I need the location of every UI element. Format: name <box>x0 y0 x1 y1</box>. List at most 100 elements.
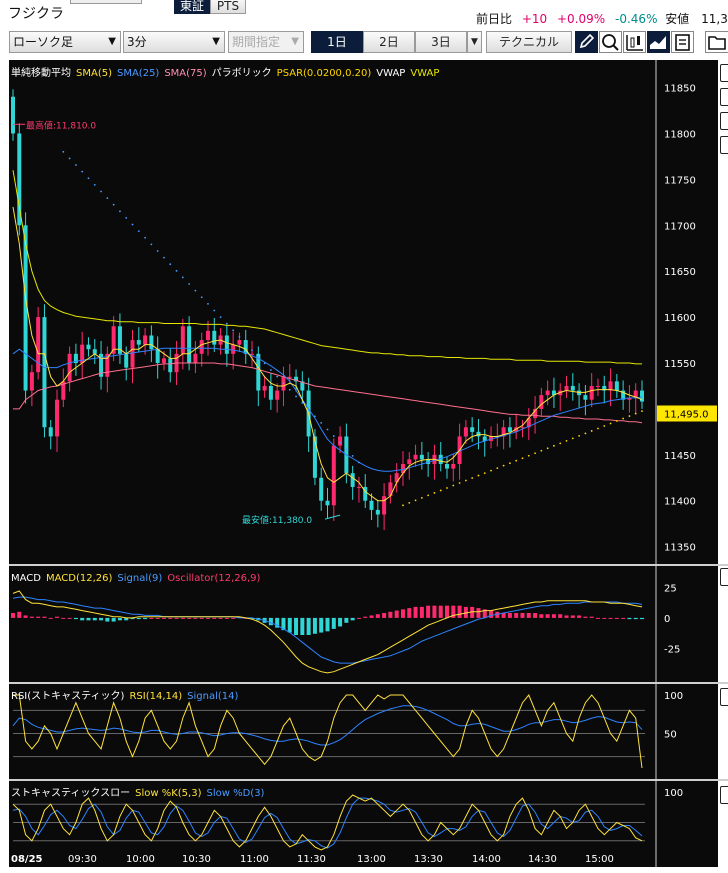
side-settings-button[interactable] <box>720 136 728 154</box>
y-tick-label: 25 <box>664 583 677 594</box>
legend-item: Signal(9) <box>117 573 162 584</box>
psar-dot <box>509 462 511 465</box>
macd-oscillator-bar <box>375 614 380 618</box>
macd-oscillator-bar <box>124 617 129 621</box>
technical-button[interactable]: テクニカル <box>486 31 572 53</box>
y-tick-label: 11700 <box>664 221 696 232</box>
x-tick-label: 14:30 <box>528 854 557 865</box>
macd-oscillator-bar <box>520 613 525 618</box>
folder-button[interactable] <box>705 31 728 53</box>
candle-body <box>29 372 34 391</box>
period-select[interactable]: 期間指定 ▼ <box>228 31 304 53</box>
candle-body <box>614 381 619 391</box>
psar-dot <box>565 439 568 442</box>
y-tick-label: -25 <box>664 644 680 655</box>
candlestick-button[interactable] <box>623 31 646 53</box>
rsi-close-button[interactable] <box>720 688 728 706</box>
stoch-close-button[interactable] <box>720 786 728 804</box>
x-tick-label: 15:00 <box>585 854 614 865</box>
range-more-button[interactable]: ▼ <box>467 31 482 53</box>
candle-body <box>595 385 600 387</box>
y-tick-label: 11650 <box>664 267 696 278</box>
macd-oscillator-bar <box>432 605 437 618</box>
legend-item: MACD <box>11 573 41 584</box>
tab-strip-stub <box>70 0 142 4</box>
interval-select[interactable]: 3分 ▼ <box>123 31 225 53</box>
legend-item: パラボリック <box>212 67 272 79</box>
macd-oscillator-bar <box>558 614 563 618</box>
side-back-button[interactable] <box>720 112 728 130</box>
psar-dot <box>408 501 411 504</box>
candle-body <box>250 353 255 355</box>
macd-oscillator-bar <box>545 614 550 618</box>
psar-dot <box>100 190 102 193</box>
save-button[interactable] <box>671 31 694 53</box>
candle-body <box>224 335 229 354</box>
low-annotation-arrow <box>324 514 341 520</box>
psar-dot <box>112 203 115 206</box>
range-2d-button[interactable]: 2日 <box>363 31 415 53</box>
slow-k-line <box>12 794 643 851</box>
macd-oscillator-bar <box>526 613 531 618</box>
macd-oscillator-bar <box>495 611 500 618</box>
range-3d-button[interactable]: 3日 <box>415 31 467 53</box>
psar-dot <box>414 499 417 502</box>
zoom-icon <box>602 34 619 51</box>
x-tick-label: 11:00 <box>240 854 269 865</box>
macd-oscillator-bar <box>212 617 217 619</box>
tab-tse[interactable]: 東証 <box>174 0 210 14</box>
legend-item: Slow %K(5,3) <box>135 788 201 799</box>
candle-body <box>451 464 456 469</box>
candle-body <box>369 500 374 510</box>
tab-pts[interactable]: PTS <box>210 0 246 14</box>
candle-body <box>551 390 556 396</box>
candle-body <box>413 454 418 460</box>
macd-close-button[interactable] <box>720 568 728 586</box>
sma5-line <box>12 206 643 502</box>
psar-dot <box>496 467 499 470</box>
y-tick-label: 100 <box>664 788 683 799</box>
legend-item: MACD(12,26) <box>46 573 113 584</box>
candle-body <box>268 385 273 400</box>
macd-oscillator-bar <box>350 617 355 621</box>
chart-type-value: ローソク足 <box>13 35 74 49</box>
macd-oscillator-bar <box>92 617 97 621</box>
candle-body <box>533 408 538 419</box>
candle-body <box>36 317 41 373</box>
macd-oscillator-bar <box>80 617 85 621</box>
legend-item: VWAP <box>410 68 439 79</box>
psar-dot <box>251 349 253 352</box>
macd-oscillator-bar <box>564 615 569 618</box>
macd-oscillator-bar <box>193 617 198 619</box>
candle-body <box>99 353 104 377</box>
chart-type-select[interactable]: ローソク足 ▼ <box>9 31 121 53</box>
macd-oscillator-bar <box>99 617 104 621</box>
side-camera-button[interactable] <box>720 88 728 106</box>
candle-body <box>445 464 450 469</box>
candle-body <box>149 335 154 350</box>
psar-dot <box>452 484 455 487</box>
psar-dot <box>137 230 140 233</box>
psar-dot <box>125 217 128 219</box>
macd-oscillator-bar <box>155 617 160 619</box>
area-chart-button[interactable] <box>647 31 670 53</box>
candle-body <box>520 427 525 429</box>
macd-oscillator-bar <box>48 617 53 619</box>
range-1d-button[interactable]: 1日 <box>311 31 363 53</box>
side-collapse-button[interactable] <box>720 64 728 82</box>
psar-dot <box>458 482 461 484</box>
chart-canvas[interactable]: 1185011800117501170011650116001155011500… <box>0 60 728 873</box>
psar-dot <box>339 441 341 444</box>
change-percent: +0.09% <box>557 12 606 26</box>
macd-oscillator-bar <box>583 616 588 618</box>
area-chart-icon <box>650 36 666 49</box>
candle-body <box>161 358 166 363</box>
psar-dot <box>238 336 241 338</box>
psar-dot <box>578 435 580 437</box>
x-tick-label: 10:00 <box>126 854 155 865</box>
candle-body <box>419 454 424 460</box>
x-tick-label: 13:30 <box>414 854 443 865</box>
candle-body <box>130 340 135 368</box>
pencil-button[interactable] <box>575 31 598 53</box>
zoom-button[interactable] <box>599 31 622 53</box>
